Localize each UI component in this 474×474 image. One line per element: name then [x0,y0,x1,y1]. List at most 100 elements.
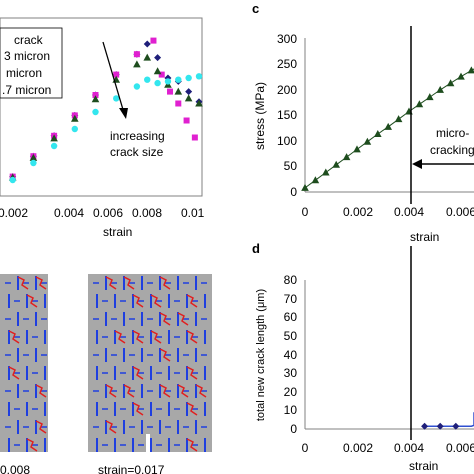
pd-ytick-80: 80 [284,273,298,287]
pa-point-3-7 [133,83,141,90]
increasing-arrow-head [119,108,128,119]
pc-xtick-0006: 0.006 [446,205,474,219]
legend-entry-micron: micron [6,66,42,80]
pa-point-2-7 [133,60,141,68]
panel-c: c stress (MPa) 0 50 100 150 200 250 300 … [252,1,474,244]
pd-xtick-0006: 0.006 [446,441,474,455]
pc-xtick-0002: 0.002 [343,205,373,219]
crack-path [35,420,47,434]
crack-path [35,276,47,290]
pc-xtick-0: 0 [302,205,309,219]
panel-d: d total new crack length (μm) 0 10 20 30… [252,241,474,473]
pc-series-line [304,68,474,189]
legend-entry-crack: crack [14,33,44,47]
pc-ytick-150: 150 [277,108,297,122]
crack-path [132,402,144,416]
pd-ytick-40: 40 [284,348,298,362]
pc-ytick-200: 200 [277,83,297,97]
pa-point-2-9 [153,67,162,75]
pa-xtick-001: 0.01 [181,206,205,220]
panel-d-letter: d [252,241,260,256]
pa-xtick-0002: 0.002 [0,206,28,220]
pa-point-1-7 [133,51,140,58]
crack-path [186,294,198,308]
pc-point-3 [332,160,340,168]
panel-a-series [8,37,203,184]
panel-a-legend [0,27,63,99]
panel-d-series [421,412,474,430]
pa-point-3-13 [195,73,203,80]
pa-point-1-12 [183,117,190,124]
crack-path [150,294,162,308]
crack-path [186,438,198,452]
pc-xtick-0004: 0.004 [394,205,424,219]
pd-point-0 [421,422,429,430]
pd-xtick-0004: 0.004 [394,441,424,455]
pd-ytick-50: 50 [284,329,298,343]
pd-xtick-0: 0 [302,441,309,455]
crack-path [105,384,117,398]
pd-point-1 [436,422,444,430]
crack-path [177,384,189,398]
pa-point-1-10 [167,88,174,95]
crack-path [159,348,171,362]
pa-point-0-12 [185,88,193,96]
pa-point-1-8 [150,37,157,44]
pa-xtick-0008: 0.008 [132,206,162,220]
pc-point-7 [374,130,382,138]
annotation-crack-size: crack size [110,145,164,159]
pd-xlabel: strain [409,459,438,473]
pc-ytick-300: 300 [277,32,297,46]
crack-path [105,276,117,290]
pd-ytick-0: 0 [290,422,297,436]
pa-point-2-8 [143,53,152,61]
crack-path [8,366,20,380]
pc-ytick-0: 0 [290,185,297,199]
pc-point-13 [436,85,444,93]
microstructure-left [0,274,48,452]
crack-path [186,330,198,344]
pa-point-3-3 [50,142,58,150]
pc-point-1 [311,176,320,184]
crack-path [159,384,171,398]
panel-c-axes [304,38,474,193]
annotation-increasing: increasing [110,129,165,143]
crack-path [123,276,135,290]
pd-ytick-10: 10 [284,403,298,417]
pa-point-3-11 [175,76,182,83]
pc-annotation-cracking: cracking [430,143,474,157]
pc-point-16 [467,66,474,74]
pa-point-3-4 [71,125,79,133]
pc-ytick-250: 250 [277,57,297,71]
pc-point-15 [457,72,465,80]
crack-path [132,330,144,344]
pa-point-2-12 [184,94,193,102]
pa-point-1-11 [175,100,182,107]
pa-xtick-0006: 0.006 [93,206,123,220]
panel-c-yticks: 0 50 100 150 200 250 300 [277,32,297,199]
panel-c-letter: c [252,1,259,16]
crack-path [150,330,162,344]
pa-point-1-6 [113,71,120,78]
pd-series-line [424,412,474,427]
pc-point-0 [301,183,309,191]
crack-path [35,384,47,398]
crack-path [159,312,171,326]
pc-point-6 [363,137,372,145]
pa-xtick-0004: 0.004 [54,206,84,220]
pc-point-2 [322,168,330,176]
pd-point-2 [452,422,460,430]
crack-path [195,384,207,398]
pd-ylabel: total new crack length (μm) [255,289,267,421]
pa-point-2-11 [174,87,183,95]
legend-entry-3-micron: 3 micron [4,49,50,63]
crack-path [186,366,198,380]
pb-caption-left: 0.008 [0,463,30,474]
pc-point-5 [353,145,361,153]
crack-path [132,366,144,380]
pd-xtick-0002: 0.002 [343,441,373,455]
pc-point-4 [342,153,351,161]
pa-point-2-5 [91,95,100,103]
crack-path [123,384,135,398]
